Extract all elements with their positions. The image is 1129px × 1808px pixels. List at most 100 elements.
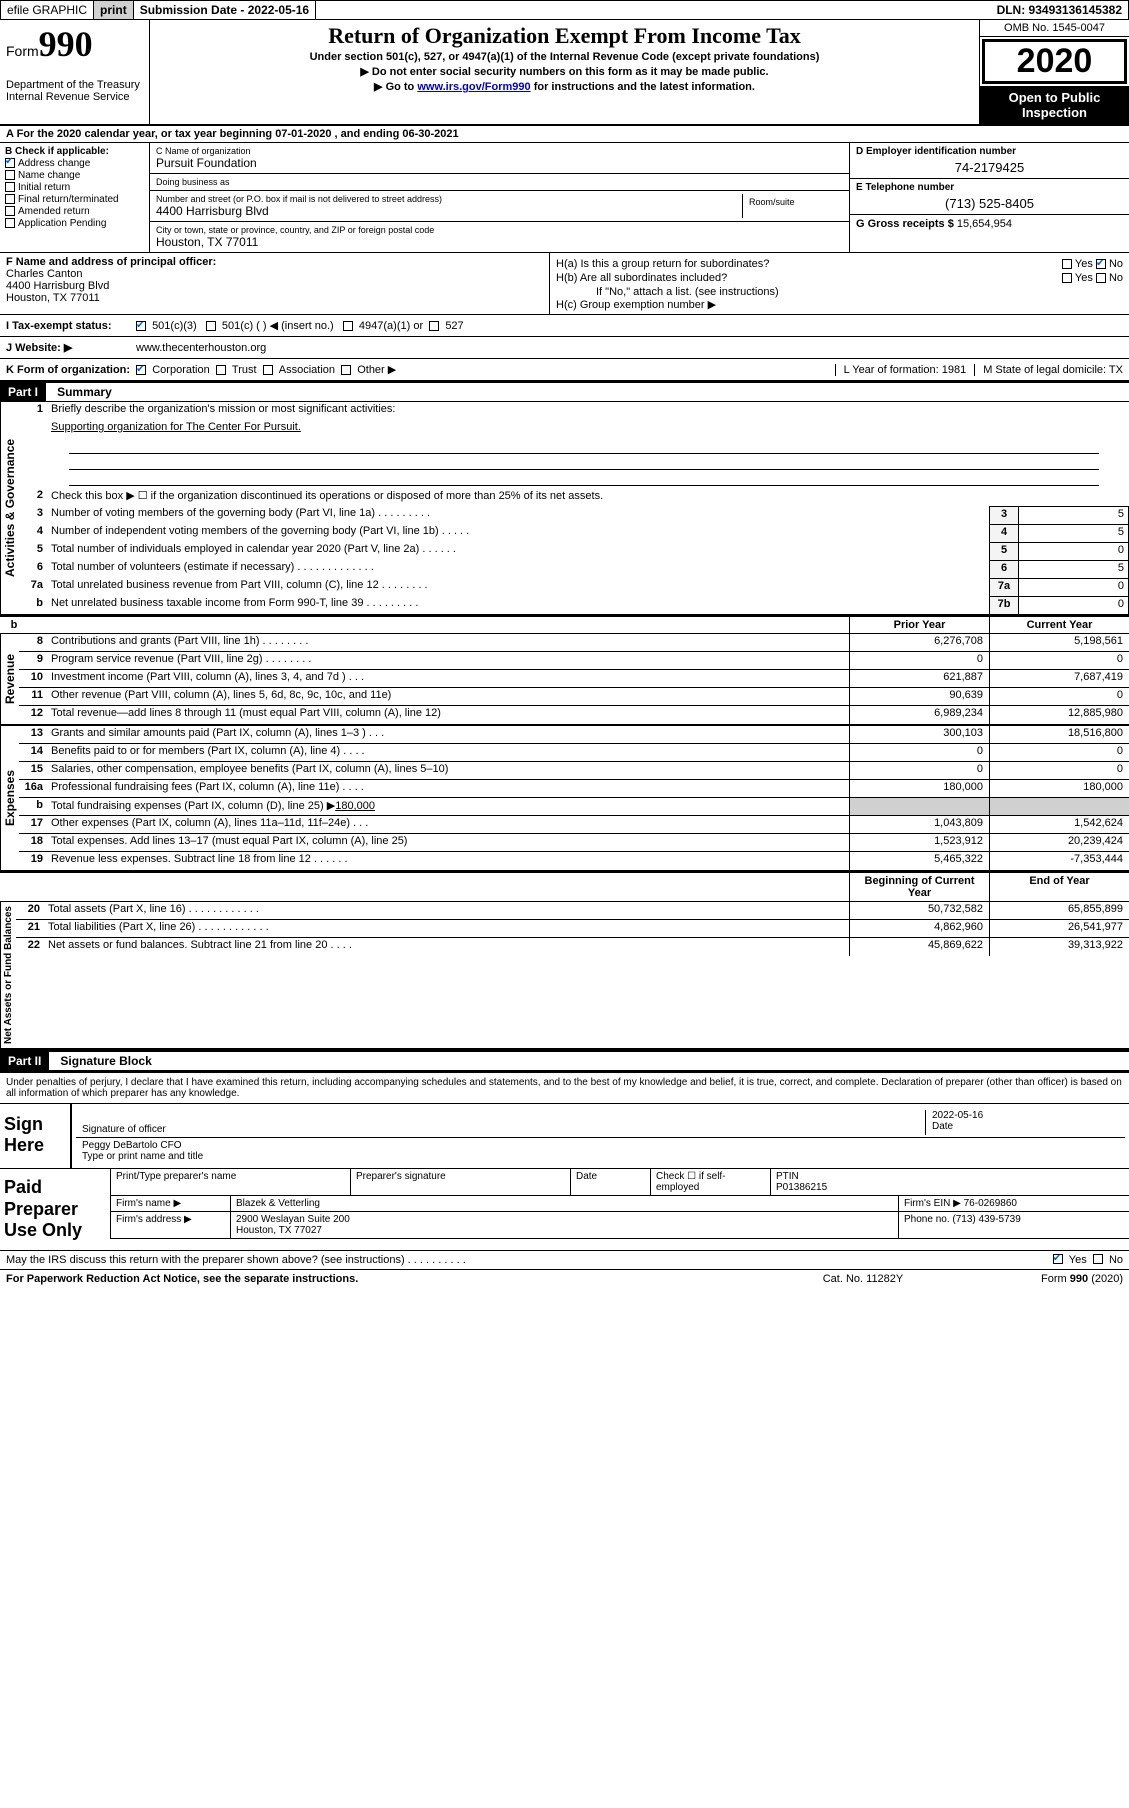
tax-4947[interactable] (343, 321, 353, 331)
check-initial-return[interactable]: Initial return (5, 182, 144, 193)
cat-no: Cat. No. 11282Y (763, 1273, 963, 1285)
line-2-desc: Check this box ▶ ☐ if the organization d… (47, 488, 1129, 506)
line-13-desc: Grants and similar amounts paid (Part IX… (47, 726, 849, 743)
form-label: Form (6, 43, 39, 59)
col-b-header: B Check if applicable: (5, 146, 144, 157)
line-9-prior: 0 (849, 652, 989, 669)
sign-date-label: Date (932, 1121, 1119, 1132)
top-bar: efile GRAPHIC print Submission Date - 20… (0, 0, 1129, 20)
line-13-curr: 18,516,800 (989, 726, 1129, 743)
org-info-block: B Check if applicable: Address change Na… (0, 143, 1129, 253)
officer-addr2: Houston, TX 77011 (6, 292, 100, 304)
line-16a-prior: 180,000 (849, 780, 989, 797)
k-trust[interactable] (216, 365, 226, 375)
col-b-checkboxes: B Check if applicable: Address change Na… (0, 143, 150, 252)
line-11-curr: 0 (989, 688, 1129, 705)
m-state: M State of legal domicile: TX (974, 364, 1123, 376)
pra-notice: For Paperwork Reduction Act Notice, see … (6, 1273, 763, 1285)
hb-yes[interactable] (1062, 273, 1072, 283)
check-address-change[interactable]: Address change (5, 158, 144, 169)
dept-label: Department of the Treasury Internal Reve… (6, 79, 143, 103)
part-1-header: Part I Summary (0, 381, 1129, 402)
check-amended-return[interactable]: Amended return (5, 206, 144, 217)
ha-no[interactable] (1096, 259, 1106, 269)
k-other[interactable] (341, 365, 351, 375)
form-title: Return of Organization Exempt From Incom… (156, 23, 973, 49)
gross-value: 15,654,954 (957, 218, 1012, 230)
submission-date: Submission Date - 2022-05-16 (134, 1, 316, 19)
firm-name-label: Firm's name ▶ (111, 1196, 231, 1211)
city-value: Houston, TX 77011 (156, 235, 843, 249)
instructions-link[interactable]: www.irs.gov/Form990 (417, 81, 530, 93)
check-final-return[interactable]: Final return/terminated (5, 194, 144, 205)
signature-label: Signature of officer (82, 1124, 919, 1135)
line-7b-value: 0 (1019, 596, 1129, 614)
firm-name: Blazek & Vetterling (231, 1196, 899, 1211)
line-21-curr: 26,541,977 (989, 920, 1129, 937)
line-20-prior: 50,732,582 (849, 902, 989, 919)
ptin-value: P01386215 (776, 1182, 827, 1193)
col-c-name-address: C Name of organization Pursuit Foundatio… (150, 143, 849, 252)
current-year-label: Current Year (989, 617, 1129, 633)
org-name: Pursuit Foundation (156, 156, 843, 170)
line-10-curr: 7,687,419 (989, 670, 1129, 687)
efile-label: efile GRAPHIC (1, 1, 94, 19)
tax-501c3[interactable] (136, 321, 146, 331)
line-10-prior: 621,887 (849, 670, 989, 687)
dba-label: Doing business as (156, 177, 843, 187)
irs-no[interactable] (1093, 1254, 1103, 1264)
line-17-desc: Other expenses (Part IX, column (A), lin… (47, 816, 849, 833)
line-21-desc: Total liabilities (Part X, line 26) . . … (44, 920, 849, 937)
row-a-tax-year: A For the 2020 calendar year, or tax yea… (0, 126, 1129, 143)
line-8-prior: 6,276,708 (849, 634, 989, 651)
blank-line-1 (69, 440, 1099, 454)
check-name-change[interactable]: Name change (5, 170, 144, 181)
street-label: Number and street (or P.O. box if mail i… (156, 194, 742, 204)
officer-addr1: 4400 Harrisburg Blvd (6, 280, 109, 292)
f-h-row: F Name and address of principal officer:… (0, 253, 1129, 315)
ha-yes[interactable] (1062, 259, 1072, 269)
line-22-curr: 39,313,922 (989, 938, 1129, 956)
section-expenses: Expenses 13Grants and similar amounts pa… (0, 726, 1129, 872)
k-corp[interactable] (136, 365, 146, 375)
omb-number: OMB No. 1545-0047 (980, 20, 1129, 37)
line-1-desc: Briefly describe the organization's miss… (47, 402, 1129, 420)
irs-yes[interactable] (1053, 1254, 1063, 1264)
tax-501c[interactable] (206, 321, 216, 331)
line-16b-desc: Total fundraising expenses (Part IX, col… (47, 798, 849, 815)
year-header-1: b Prior Year Current Year (0, 616, 1129, 634)
firm-ein-label: Firm's EIN ▶ (904, 1198, 961, 1209)
end-year-label: End of Year (989, 873, 1129, 901)
street-value: 4400 Harrisburg Blvd (156, 204, 742, 218)
section-net-assets: Net Assets or Fund Balances 20Total asse… (0, 902, 1129, 1050)
sign-date: 2022-05-16 (932, 1110, 1119, 1121)
city-label: City or town, state or province, country… (156, 225, 843, 235)
vtab-expenses: Expenses (0, 726, 19, 870)
vtab-revenue: Revenue (0, 634, 19, 724)
perjury-statement: Under penalties of perjury, I declare th… (0, 1071, 1129, 1103)
vtab-net-assets: Net Assets or Fund Balances (0, 902, 16, 1048)
website-value: www.thecenterhouston.org (136, 342, 266, 354)
tax-527[interactable] (429, 321, 439, 331)
line-6-desc: Total number of volunteers (estimate if … (47, 560, 989, 578)
line-15-curr: 0 (989, 762, 1129, 779)
line-19-prior: 5,465,322 (849, 852, 989, 870)
line-8-curr: 5,198,561 (989, 634, 1129, 651)
officer-name: Charles Canton (6, 268, 82, 280)
line-16b-curr (989, 798, 1129, 815)
line-20-desc: Total assets (Part X, line 16) . . . . .… (44, 902, 849, 919)
check-application-pending[interactable]: Application Pending (5, 218, 144, 229)
tax-exempt-row: I Tax-exempt status: 501(c)(3) 501(c) ( … (0, 315, 1129, 337)
hb-no[interactable] (1096, 273, 1106, 283)
blank-line-3 (69, 472, 1099, 486)
sign-here-row: Sign Here Signature of officer 2022-05-1… (0, 1103, 1129, 1168)
vtab-governance: Activities & Governance (0, 402, 19, 614)
k-assoc[interactable] (263, 365, 273, 375)
line-10-desc: Investment income (Part VIII, column (A)… (47, 670, 849, 687)
tel-value: (713) 525-8405 (856, 196, 1123, 211)
line-22-desc: Net assets or fund balances. Subtract li… (44, 938, 849, 956)
print-button[interactable]: print (94, 1, 134, 19)
begin-year-label: Beginning of Current Year (849, 873, 989, 901)
firm-phone-label: Phone no. (904, 1214, 950, 1225)
line-3-value: 5 (1019, 506, 1129, 524)
